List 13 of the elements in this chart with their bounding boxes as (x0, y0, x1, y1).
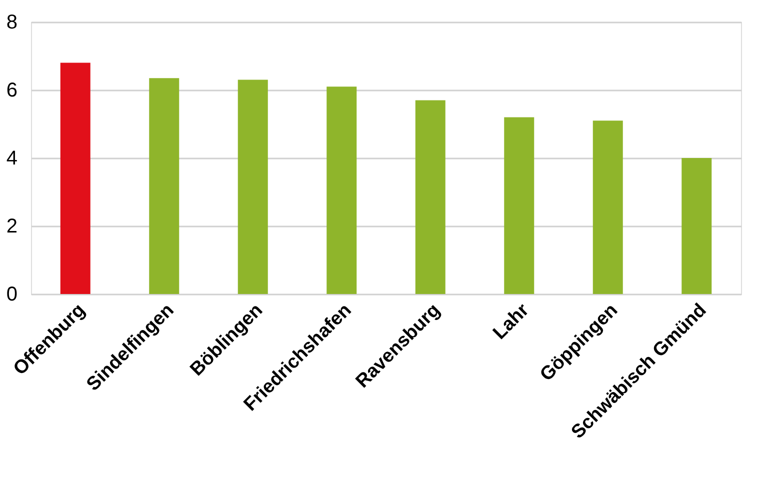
bar (326, 86, 357, 294)
y-tick-label: 4 (6, 148, 18, 170)
y-tick-label: 0 (6, 284, 18, 306)
y-tick-label: 2 (6, 216, 18, 238)
bar (592, 120, 623, 294)
bar (149, 78, 180, 294)
bar (504, 117, 534, 294)
bar (415, 100, 446, 294)
bar (682, 158, 712, 294)
bar (60, 62, 90, 294)
y-tick-label: 6 (6, 80, 18, 102)
bar (238, 80, 268, 294)
y-tick-label: 8 (6, 12, 18, 34)
